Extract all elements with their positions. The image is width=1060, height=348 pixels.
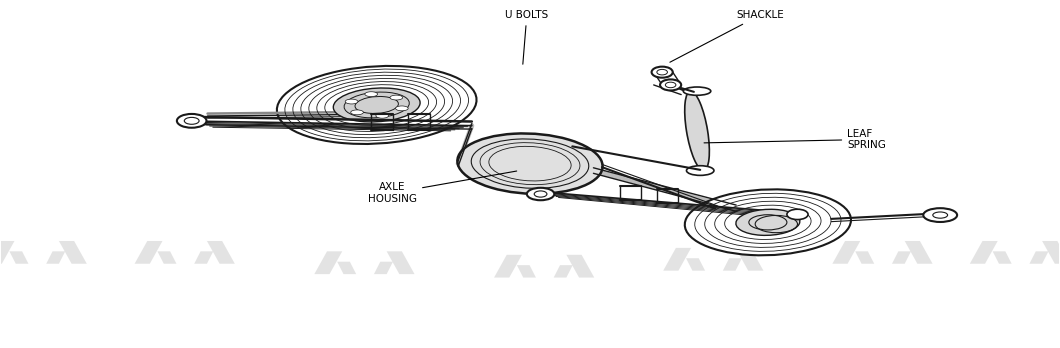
Polygon shape — [855, 251, 874, 264]
Text: LEAF
SPRING: LEAF SPRING — [704, 129, 886, 150]
Ellipse shape — [457, 133, 603, 194]
Ellipse shape — [527, 188, 554, 200]
Ellipse shape — [346, 99, 358, 104]
Ellipse shape — [351, 110, 364, 115]
Ellipse shape — [390, 95, 403, 100]
Polygon shape — [832, 241, 861, 264]
Text: U BOLTS: U BOLTS — [506, 10, 548, 64]
Polygon shape — [135, 241, 162, 264]
Ellipse shape — [685, 189, 851, 255]
Text: AXLE
HOUSING: AXLE HOUSING — [368, 171, 516, 204]
Polygon shape — [553, 265, 572, 278]
Polygon shape — [374, 262, 393, 274]
Polygon shape — [0, 241, 15, 264]
Ellipse shape — [685, 91, 709, 171]
Ellipse shape — [395, 106, 408, 111]
Polygon shape — [686, 258, 705, 271]
Ellipse shape — [736, 209, 800, 235]
Ellipse shape — [652, 66, 673, 78]
Ellipse shape — [923, 208, 957, 222]
Polygon shape — [970, 241, 997, 264]
Polygon shape — [194, 251, 213, 264]
Ellipse shape — [787, 209, 808, 220]
Polygon shape — [158, 251, 176, 264]
Polygon shape — [1029, 251, 1048, 264]
Polygon shape — [992, 251, 1011, 264]
Polygon shape — [893, 251, 911, 264]
Polygon shape — [10, 251, 29, 264]
Polygon shape — [566, 255, 595, 278]
Polygon shape — [494, 255, 522, 278]
Ellipse shape — [376, 113, 389, 118]
Polygon shape — [47, 251, 66, 264]
Ellipse shape — [333, 88, 420, 122]
Polygon shape — [207, 241, 235, 264]
Polygon shape — [59, 241, 87, 264]
Polygon shape — [337, 262, 356, 274]
Ellipse shape — [660, 79, 682, 90]
Polygon shape — [904, 241, 933, 264]
Polygon shape — [1042, 241, 1060, 264]
Ellipse shape — [684, 87, 711, 95]
Polygon shape — [315, 251, 342, 274]
Polygon shape — [664, 248, 691, 271]
Ellipse shape — [365, 92, 377, 96]
Polygon shape — [387, 251, 414, 274]
Ellipse shape — [687, 166, 714, 175]
Polygon shape — [517, 265, 536, 278]
Polygon shape — [723, 258, 742, 271]
Ellipse shape — [277, 66, 477, 144]
Ellipse shape — [177, 114, 207, 128]
Polygon shape — [736, 248, 763, 271]
Text: SHACKLE: SHACKLE — [670, 10, 784, 62]
